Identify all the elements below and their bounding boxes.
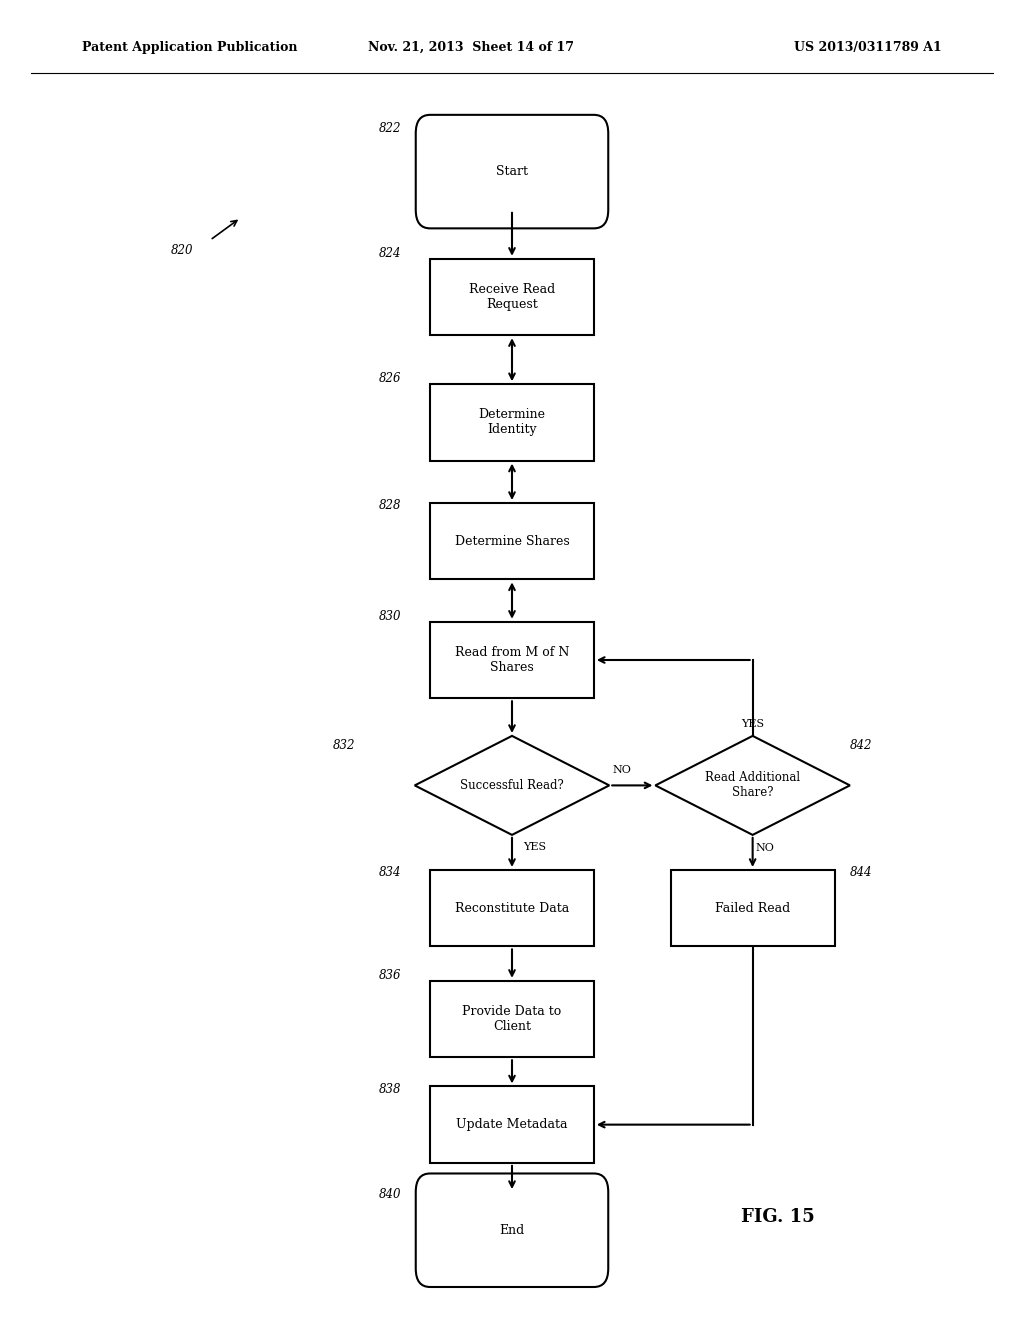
Text: Nov. 21, 2013  Sheet 14 of 17: Nov. 21, 2013 Sheet 14 of 17 xyxy=(368,41,574,54)
Text: 820: 820 xyxy=(171,244,194,257)
Text: Reconstitute Data: Reconstitute Data xyxy=(455,902,569,915)
Text: End: End xyxy=(500,1224,524,1237)
Text: Read from M of N
Shares: Read from M of N Shares xyxy=(455,645,569,675)
Text: Provide Data to
Client: Provide Data to Client xyxy=(463,1005,561,1034)
FancyBboxPatch shape xyxy=(430,870,594,946)
Text: NO: NO xyxy=(756,842,774,853)
FancyBboxPatch shape xyxy=(671,870,835,946)
Text: 838: 838 xyxy=(379,1082,401,1096)
FancyBboxPatch shape xyxy=(430,503,594,579)
Text: FIG. 15: FIG. 15 xyxy=(741,1208,815,1226)
FancyBboxPatch shape xyxy=(416,115,608,228)
Text: 830: 830 xyxy=(379,610,401,623)
Text: Read Additional
Share?: Read Additional Share? xyxy=(706,771,800,800)
Polygon shape xyxy=(655,737,850,834)
Polygon shape xyxy=(415,737,609,834)
FancyBboxPatch shape xyxy=(430,622,594,698)
Text: Failed Read: Failed Read xyxy=(715,902,791,915)
Text: Receive Read
Request: Receive Read Request xyxy=(469,282,555,312)
Text: Update Metadata: Update Metadata xyxy=(457,1118,567,1131)
Text: US 2013/0311789 A1: US 2013/0311789 A1 xyxy=(795,41,942,54)
Text: Successful Read?: Successful Read? xyxy=(460,779,564,792)
Text: NO: NO xyxy=(612,764,632,775)
Text: 836: 836 xyxy=(379,969,401,982)
Text: 844: 844 xyxy=(850,866,872,879)
Text: 832: 832 xyxy=(333,739,355,752)
Text: YES: YES xyxy=(523,842,546,851)
Text: 826: 826 xyxy=(379,372,401,385)
Text: 834: 834 xyxy=(379,866,401,879)
FancyBboxPatch shape xyxy=(430,1086,594,1163)
Text: 822: 822 xyxy=(379,121,401,135)
Text: 824: 824 xyxy=(379,247,401,260)
Text: 842: 842 xyxy=(850,739,872,752)
FancyBboxPatch shape xyxy=(430,384,594,461)
Text: Determine
Identity: Determine Identity xyxy=(478,408,546,437)
Text: 840: 840 xyxy=(379,1188,401,1201)
Text: Start: Start xyxy=(496,165,528,178)
FancyBboxPatch shape xyxy=(430,259,594,335)
FancyBboxPatch shape xyxy=(430,981,594,1057)
Text: Patent Application Publication: Patent Application Publication xyxy=(82,41,297,54)
Text: 828: 828 xyxy=(379,499,401,512)
Text: YES: YES xyxy=(741,719,764,729)
FancyBboxPatch shape xyxy=(416,1173,608,1287)
Text: Determine Shares: Determine Shares xyxy=(455,535,569,548)
